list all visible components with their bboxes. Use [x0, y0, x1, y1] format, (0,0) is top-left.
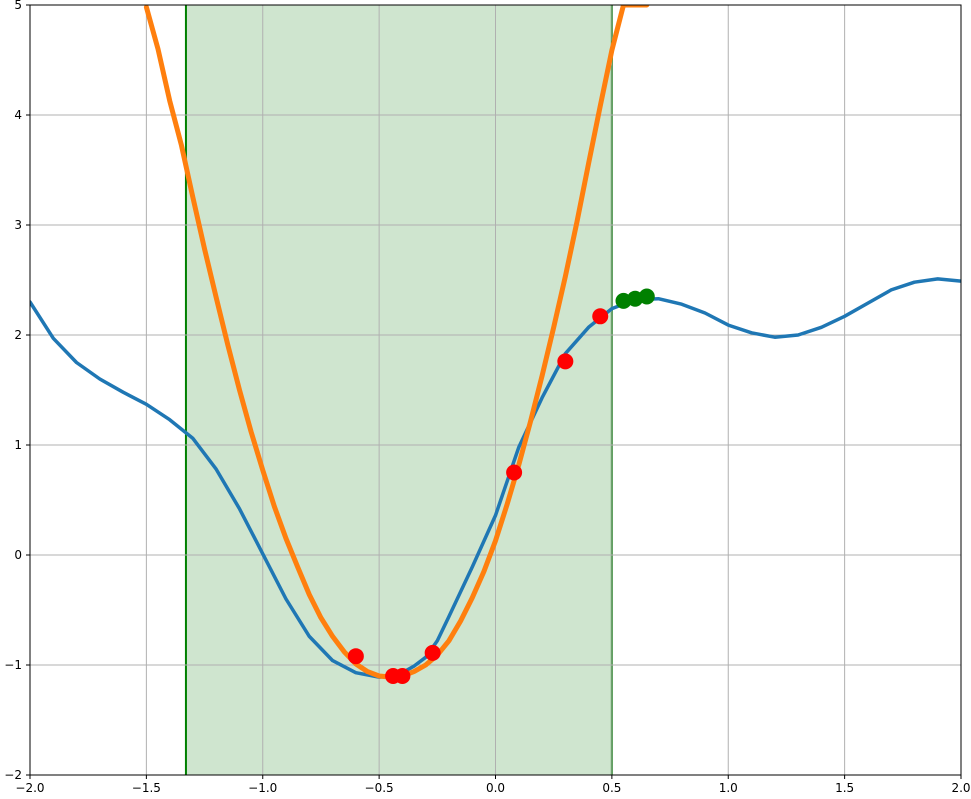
data-point-red — [424, 644, 441, 661]
y-tick-label: 0 — [14, 548, 22, 562]
tick-layer: −2.0 −1.5 −1.0 −0.5 0.0 0.5 1.0 1.5 2.0 −2 −1 0 1 2 3 4… — [4, 0, 970, 795]
grid-layer — [29, 4, 962, 776]
y-tick-label: −2 — [4, 768, 22, 782]
data-point-red — [394, 668, 411, 684]
data-point-red — [347, 648, 364, 665]
x-tick-label: −2.0 — [15, 781, 44, 795]
x-tick-label: −0.5 — [365, 781, 394, 795]
y-tick-label: −1 — [4, 658, 22, 672]
y-tick-label: 3 — [14, 218, 22, 232]
data-point-red — [557, 353, 574, 370]
y-tick-label: 4 — [14, 108, 22, 122]
x-tick-label: 0.5 — [602, 781, 621, 795]
data-point-green — [638, 288, 655, 305]
series-line-1 — [30, 277, 961, 679]
y-tick-label: 1 — [14, 438, 22, 452]
x-tick-label: 1.0 — [719, 781, 738, 795]
data-point-red — [506, 464, 523, 481]
x-tick-label: 1.5 — [835, 781, 854, 795]
x-tick-label: 0.0 — [486, 781, 505, 795]
y-tick-label: 5 — [14, 0, 22, 12]
points-layer — [347, 288, 655, 684]
x-tick-label: −1.5 — [132, 781, 161, 795]
data-point-red — [592, 308, 609, 325]
x-tick-label: −1.0 — [248, 781, 277, 795]
y-tick-label: 2 — [14, 328, 22, 342]
x-tick-label: 2.0 — [951, 781, 970, 795]
